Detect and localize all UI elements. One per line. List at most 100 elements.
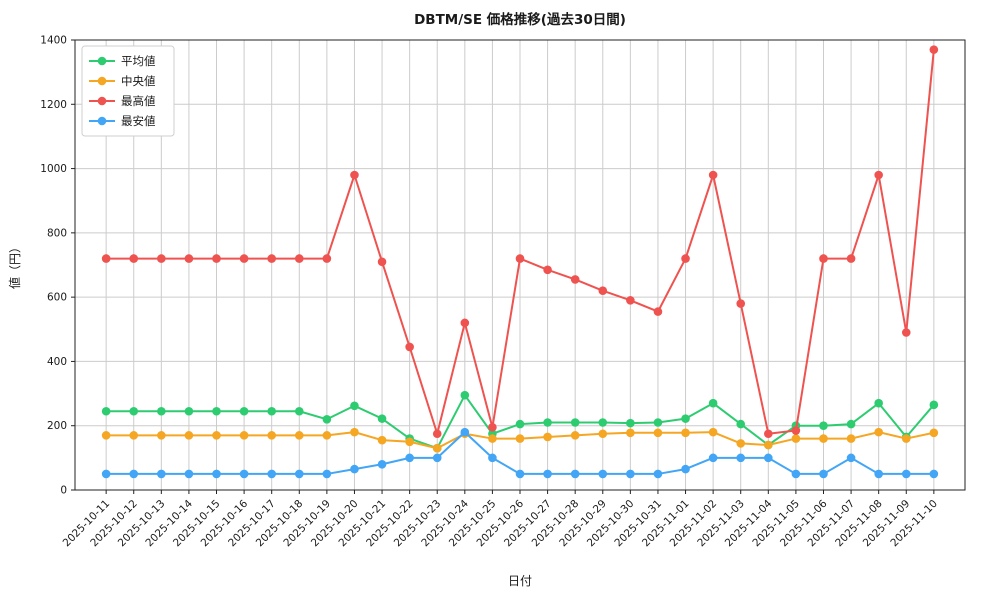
series-marker-average <box>819 421 828 431</box>
series-marker-min <box>460 427 470 437</box>
series-marker-min <box>350 464 359 474</box>
y-tick-label: 1200 <box>40 99 67 111</box>
series-marker-min <box>405 453 414 463</box>
series-marker-max <box>598 286 608 296</box>
series-marker-average <box>570 418 580 427</box>
series-marker-min <box>901 469 911 479</box>
series-marker-max <box>736 299 746 308</box>
series-marker-median <box>653 428 663 438</box>
series-marker-average <box>460 390 470 400</box>
series-marker-max <box>819 254 828 263</box>
series-marker-min <box>653 469 663 479</box>
legend-marker-average <box>97 56 107 66</box>
series-marker-min <box>543 469 552 479</box>
series-marker-max <box>350 170 359 180</box>
series-marker-average <box>681 414 690 423</box>
series-marker-max <box>432 429 442 439</box>
y-tick-label: 1400 <box>40 35 67 47</box>
series-marker-median <box>515 434 525 443</box>
series-marker-max <box>791 426 801 435</box>
series-marker-median <box>929 428 939 438</box>
series-marker-max <box>764 429 773 439</box>
series-marker-max <box>929 45 939 54</box>
series-marker-average <box>543 418 552 427</box>
series-min <box>101 427 939 479</box>
legend-marker-min <box>97 116 107 126</box>
x-axis: 2025-10-112025-10-122025-10-132025-10-14… <box>61 490 940 549</box>
series-marker-median <box>239 431 249 440</box>
series-marker-median <box>157 431 166 440</box>
series-marker-min <box>626 469 635 479</box>
series-marker-median <box>681 428 690 438</box>
series-marker-median <box>570 431 580 440</box>
series-marker-median <box>708 427 718 437</box>
series-marker-max <box>570 275 580 284</box>
series-marker-min <box>294 469 304 479</box>
series-marker-min <box>598 469 608 479</box>
series-marker-average <box>515 419 525 429</box>
series-marker-median <box>350 427 359 437</box>
series-marker-average <box>184 406 194 416</box>
series-marker-average <box>929 400 939 410</box>
legend-label-max: 最高値 <box>121 94 156 108</box>
y-tick-label: 200 <box>47 420 67 432</box>
series-marker-min <box>708 453 718 463</box>
series-marker-min <box>515 469 525 479</box>
series-marker-median <box>377 435 387 445</box>
series-marker-max <box>294 254 304 263</box>
series-marker-average <box>129 406 139 416</box>
series-marker-average <box>377 414 387 423</box>
series-marker-max <box>184 254 194 263</box>
series-marker-median <box>488 434 497 443</box>
y-axis: 0 200 400 600 800 1000 1200 1400 <box>40 35 75 497</box>
series-marker-average <box>157 406 166 416</box>
series-marker-average <box>267 406 276 416</box>
series-marker-max <box>239 254 249 263</box>
series-marker-median <box>101 431 111 440</box>
series-marker-median <box>598 429 608 439</box>
series-marker-average <box>846 419 856 429</box>
y-tick-label: 400 <box>47 356 67 368</box>
series-marker-max <box>626 296 635 305</box>
y-tick-label: 800 <box>47 227 67 239</box>
series-marker-min <box>129 469 139 479</box>
legend-marker-median <box>97 76 107 86</box>
series-marker-median <box>212 431 221 440</box>
series-marker-average <box>350 401 359 411</box>
series-marker-min <box>874 469 883 479</box>
series-marker-average <box>212 406 221 416</box>
y-tick-label: 0 <box>60 485 67 497</box>
series-marker-min <box>846 453 856 463</box>
series-marker-max <box>681 254 690 263</box>
series-marker-max <box>846 254 856 263</box>
series-marker-max <box>653 307 663 316</box>
series-marker-average <box>239 406 249 416</box>
series-marker-min <box>184 469 194 479</box>
series-marker-min <box>819 469 828 479</box>
series-marker-min <box>929 469 939 479</box>
legend-marker-max <box>97 96 107 106</box>
series-marker-median <box>129 431 139 440</box>
series-marker-median <box>294 431 304 440</box>
series-marker-median <box>901 434 911 443</box>
series-marker-median <box>626 428 635 438</box>
series-marker-min <box>101 469 111 479</box>
series-marker-min <box>267 469 276 479</box>
series-marker-max <box>212 254 221 263</box>
series-marker-average <box>294 406 304 416</box>
series-marker-median <box>874 427 883 437</box>
series-marker-median <box>322 431 332 440</box>
series-marker-average <box>708 398 718 408</box>
series-marker-max <box>874 170 883 180</box>
series-marker-min <box>764 453 773 463</box>
series-marker-average <box>322 414 332 424</box>
series-marker-min <box>791 469 801 479</box>
series-marker-max <box>543 265 552 275</box>
series-marker-median <box>267 431 276 440</box>
series-marker-max <box>515 254 525 263</box>
series-marker-median <box>791 434 801 443</box>
series-max <box>101 45 939 439</box>
series-marker-min <box>157 469 166 479</box>
series-marker-average <box>598 418 608 427</box>
